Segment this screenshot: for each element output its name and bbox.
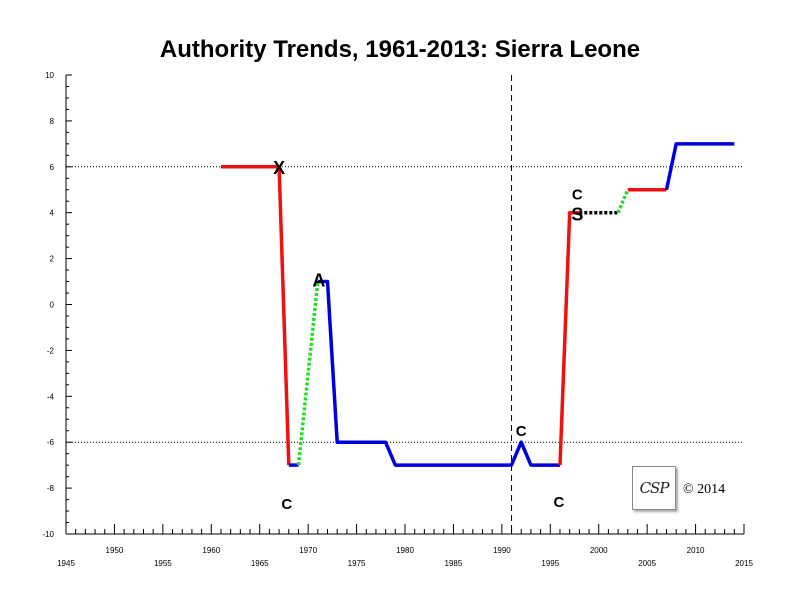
axes: 10 8 6 4 2 0 -2 -4 -6 -8 -10 1945 1950 1955 1960 1965 19… <box>42 71 753 568</box>
x-tick-label: 1945 <box>57 559 75 568</box>
x-tick-label: 1980 <box>396 546 414 555</box>
series-segment <box>317 279 560 467</box>
y-tick-label: -6 <box>47 438 55 447</box>
x-tick-label: 2015 <box>735 559 753 568</box>
series-segment <box>558 210 580 466</box>
series-segment <box>296 281 320 466</box>
annotation-label: C <box>572 187 583 204</box>
annotation-label: X <box>273 158 285 178</box>
csp-logo: CSP <box>632 466 676 510</box>
annotation-label: S <box>571 205 583 225</box>
x-tick-label: 2000 <box>590 546 608 555</box>
annotation-label: C <box>516 423 527 440</box>
x-tick-label: 1950 <box>106 546 124 555</box>
copyright-text: © 2014 <box>683 482 726 497</box>
y-tick-label: 6 <box>50 163 55 172</box>
x-tick-label: 2010 <box>687 546 705 555</box>
x-tick-label: 1990 <box>493 546 511 555</box>
y-tick-label: -10 <box>42 530 54 539</box>
y-tick-label: 4 <box>50 209 55 218</box>
series-segment <box>616 189 630 214</box>
y-tick-label: -4 <box>47 392 55 401</box>
y-tick-label: 8 <box>50 117 55 126</box>
x-tick-label: 1965 <box>251 559 269 568</box>
y-tick-label: 0 <box>50 301 55 310</box>
y-tick-label: 2 <box>50 255 55 264</box>
x-tick-label: 1960 <box>202 546 220 555</box>
annotation-label: C <box>281 496 292 513</box>
y-tick-label: -8 <box>47 484 55 493</box>
annotation-label: C <box>554 494 565 511</box>
series-segment <box>664 142 735 191</box>
x-tick-label: 1970 <box>299 546 317 555</box>
y-tick-label: -2 <box>47 346 55 355</box>
x-tick-label: 1955 <box>154 559 172 568</box>
x-tick-label: 2005 <box>638 559 656 568</box>
annotation-label: A <box>312 271 325 291</box>
x-tick-label: 1995 <box>541 559 559 568</box>
series-segment <box>277 166 291 466</box>
y-tick-label: 10 <box>45 71 54 80</box>
reference-lines <box>66 75 744 534</box>
x-tick-label: 1985 <box>445 559 463 568</box>
x-tick-label: 1975 <box>348 559 366 568</box>
series-lines <box>221 142 735 467</box>
chart-title: Authority Trends, 1961-2013: Sierra Leon… <box>159 36 641 63</box>
